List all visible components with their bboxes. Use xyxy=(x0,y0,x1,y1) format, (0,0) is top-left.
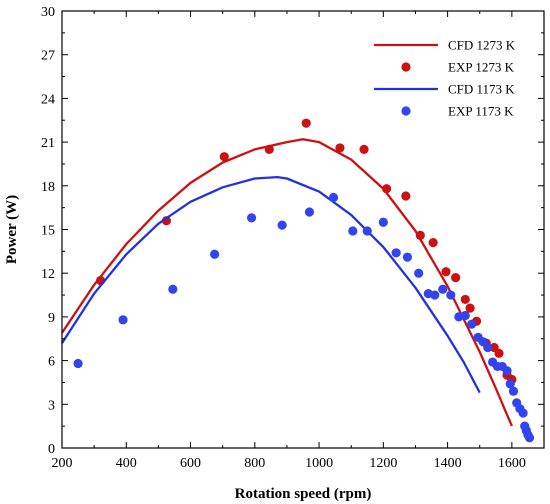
data-point-exp-1273-k xyxy=(219,152,229,162)
y-tick-label: 0 xyxy=(48,442,55,457)
data-point-exp-1173-k xyxy=(414,268,424,278)
data-point-exp-1273-k xyxy=(401,191,411,201)
y-tick-label: 27 xyxy=(41,49,55,64)
data-point-exp-1273-k xyxy=(428,238,438,248)
axes: 200 400 600 800 1000 1200 1400 1600 0 3 6 9 12 15 18 21… xyxy=(41,5,545,471)
data-point-exp-1173-k xyxy=(348,226,358,236)
data-point-exp-1173-k xyxy=(328,192,339,203)
data-point-exp-1173-k xyxy=(502,366,512,376)
data-point-exp-1273-k xyxy=(415,230,425,240)
y-tick-label: 21 xyxy=(41,136,55,151)
x-tick-label: 400 xyxy=(116,456,137,471)
data-point-exp-1173-k xyxy=(446,290,456,300)
data-point-exp-1173-k xyxy=(168,284,178,294)
legend-label-exp-1173-k: EXP 1173 K xyxy=(448,104,514,119)
data-point-exp-1273-k xyxy=(359,144,369,154)
data-point-exp-1273-k xyxy=(494,348,504,358)
data-point-exp-1173-k xyxy=(391,248,401,258)
legend-label-cfd-1273-k: CFD 1273 K xyxy=(448,38,516,53)
x-tick-label: 800 xyxy=(244,456,265,471)
y-axis-label: Power (W) xyxy=(4,195,20,264)
legend-label-cfd-1173-k: CFD 1173 K xyxy=(448,82,515,97)
y-tick-label: 18 xyxy=(41,180,55,195)
x-tick-label: 200 xyxy=(52,456,73,471)
legend-swatch-exp-1273-k xyxy=(401,62,411,72)
x-tick-label: 1000 xyxy=(305,456,333,471)
x-tick-label: 1400 xyxy=(434,456,462,471)
data-point-exp-1173-k xyxy=(518,408,528,418)
legend-label-exp-1273-k: EXP 1273 K xyxy=(448,60,515,75)
data-point-exp-1273-k xyxy=(465,303,475,313)
plot-marks xyxy=(61,118,535,443)
data-point-exp-1173-k xyxy=(460,310,470,321)
x-tick-label: 600 xyxy=(180,456,201,471)
data-point-exp-1173-k xyxy=(118,315,128,325)
data-point-exp-1173-k xyxy=(277,220,287,230)
data-point-exp-1173-k xyxy=(362,226,372,236)
y-tick-label: 12 xyxy=(41,267,55,282)
x-tick-label: 1600 xyxy=(498,456,526,471)
data-point-exp-1273-k xyxy=(335,143,345,153)
legend-swatch-exp-1173-k xyxy=(401,106,411,116)
data-point-exp-1173-k xyxy=(378,217,388,227)
data-point-exp-1173-k xyxy=(483,342,493,353)
data-point-exp-1173-k xyxy=(505,379,515,389)
x-axis-label: Rotation speed (rpm) xyxy=(235,486,372,502)
data-point-exp-1273-k xyxy=(301,118,311,128)
data-point-exp-1273-k xyxy=(264,144,274,154)
data-point-exp-1173-k xyxy=(304,207,315,217)
data-point-exp-1173-k xyxy=(246,213,257,223)
data-point-exp-1273-k xyxy=(451,272,461,283)
y-tick-label: 24 xyxy=(41,92,55,107)
legend: CFD 1273 K EXP 1273 K CFD 1173 K EXP 1173 K xyxy=(374,38,516,119)
data-point-exp-1173-k xyxy=(430,290,440,300)
data-point-exp-1173-k xyxy=(467,319,477,329)
data-point-exp-1273-k xyxy=(441,267,451,277)
data-point-exp-1173-k xyxy=(508,386,519,396)
data-point-exp-1273-k xyxy=(460,294,470,305)
y-tick-label: 6 xyxy=(48,355,55,370)
data-point-exp-1173-k xyxy=(524,433,535,443)
data-point-exp-1273-k xyxy=(381,184,392,194)
y-tick-label: 15 xyxy=(41,224,55,239)
y-tick-label: 3 xyxy=(48,398,55,413)
data-point-exp-1173-k xyxy=(210,249,220,259)
y-tick-label: 9 xyxy=(48,311,55,326)
data-point-exp-1173-k xyxy=(402,252,413,262)
data-point-exp-1173-k xyxy=(73,358,83,369)
data-point-exp-1173-k xyxy=(438,284,448,294)
plot-frame xyxy=(61,10,545,449)
series-line-cfd-1273-k xyxy=(61,138,513,427)
x-tick-label: 1200 xyxy=(369,456,397,471)
series-line-cfd-1173-k xyxy=(61,175,481,394)
y-tick-label: 30 xyxy=(41,5,55,20)
